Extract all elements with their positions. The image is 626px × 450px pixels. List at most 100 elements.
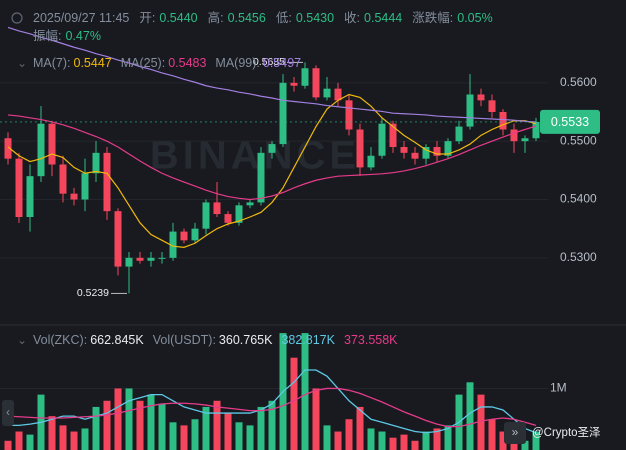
volume-bar [433, 428, 441, 450]
volume-bar [213, 400, 221, 450]
candle-body [26, 176, 34, 217]
candle-body [433, 147, 441, 156]
field-label: 开: [139, 11, 156, 25]
ma-legend-value: 0.5497 [262, 56, 302, 70]
y-tick-label: 0.5600 [560, 75, 597, 89]
scroll-right-button[interactable]: » [504, 422, 526, 444]
annotation-label: 0.5239 [77, 287, 109, 299]
candle-body [224, 214, 232, 223]
volume-bar [367, 428, 375, 450]
candle-body [235, 205, 243, 223]
volume-bar [477, 394, 485, 450]
candle-body [444, 141, 452, 156]
volume-bar [147, 394, 155, 450]
volume-bar [169, 422, 177, 450]
volume-bar [499, 431, 507, 450]
time: 2025/09/27 11:45 [33, 11, 130, 25]
candle-body [81, 173, 89, 200]
volume-bar [81, 428, 89, 450]
volume-bar [48, 416, 56, 450]
candle-body [400, 147, 408, 153]
candle-body [411, 152, 419, 159]
info-header: 2025/09/27 11:45 开: 0.5440 高: 0.5456 低: 0.5430… [33, 9, 513, 45]
volume-bar [521, 440, 529, 450]
volume-bar [257, 406, 265, 450]
volume-bar [356, 406, 364, 450]
candle-body [158, 257, 166, 259]
ma-toggle-icon[interactable]: ⌄ [17, 56, 27, 70]
field-value: 0.05% [457, 11, 493, 25]
candle-body [466, 94, 474, 127]
volume-bar [389, 437, 397, 450]
candle-body [422, 147, 430, 159]
candle-body [312, 68, 320, 98]
volume-bar [532, 431, 540, 450]
volume-bar [246, 425, 254, 450]
candle-body [37, 123, 45, 177]
volume-bar [158, 403, 166, 450]
candle-body [499, 112, 507, 130]
volume-bar [70, 431, 78, 450]
volume-bar [334, 431, 342, 450]
volume-bar [411, 440, 419, 450]
info-icon [11, 12, 23, 24]
field-label: 振幅: [33, 29, 62, 43]
candle-body [4, 138, 12, 159]
candle-body [147, 257, 155, 261]
vol-toggle-icon[interactable]: ⌄ [17, 333, 27, 347]
svg-text:»: » [512, 425, 519, 439]
candle-body [510, 129, 518, 142]
candle-body [136, 257, 144, 261]
vol-legend-value: 662.845K [90, 333, 144, 347]
candle-body [532, 121, 540, 139]
volume-bar [180, 425, 188, 450]
scroll-left-button[interactable]: ‹ [2, 400, 14, 426]
field-value: 0.5440 [159, 11, 198, 25]
watermark: BINANCE [150, 134, 360, 178]
volume-bar [290, 357, 298, 450]
candle-body [389, 123, 397, 147]
candle-body [378, 123, 386, 156]
candle-body [301, 68, 309, 86]
field-value: 0.5430 [295, 11, 335, 25]
volume-bar [4, 440, 12, 450]
field-label: 高: [207, 11, 224, 25]
candle-body [70, 193, 78, 200]
field-label: 低: [275, 11, 292, 25]
volume-bar [26, 434, 34, 450]
candle-body [455, 126, 463, 142]
candle-body [202, 202, 210, 229]
candle-body [323, 88, 331, 98]
candle-body [345, 100, 353, 130]
volume-bar [191, 419, 199, 450]
y-tick-label: 1M [550, 381, 567, 395]
candle-body [279, 82, 287, 145]
ma-line [7, 114, 537, 201]
field-label: 涨跌幅: [412, 11, 454, 25]
volume-bar [59, 425, 67, 450]
volume-bar [301, 333, 309, 450]
candle-body [521, 138, 529, 142]
volume-bar [114, 388, 122, 450]
last-price-tag [540, 109, 600, 134]
candle-body [15, 158, 23, 217]
candle-body [290, 82, 298, 86]
candle-body [59, 164, 67, 194]
candle-body [191, 228, 199, 241]
ma-line [7, 26, 537, 123]
y-tick-label: 0.5300 [560, 250, 597, 264]
candle-body [213, 202, 221, 215]
volume-ma-line [7, 387, 537, 428]
candle-body [48, 123, 56, 165]
volume-bar [312, 388, 320, 450]
candle-body [114, 211, 122, 267]
candle-body [180, 231, 188, 241]
volume-bar [400, 434, 408, 450]
field-label: 收: [344, 11, 361, 25]
volume-bar [323, 425, 331, 450]
candle-body [477, 94, 485, 101]
candle-body [103, 152, 111, 212]
ma-legend-value: 0.5483 [168, 56, 207, 70]
volume-bar [268, 400, 276, 450]
